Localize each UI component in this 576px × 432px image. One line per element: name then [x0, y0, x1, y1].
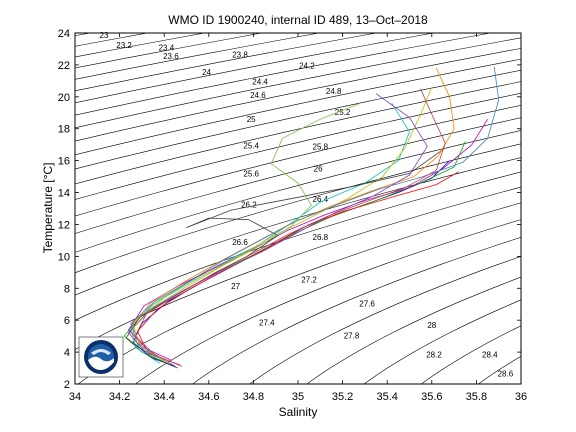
density-contour-line [363, 299, 521, 384]
density-contour-label: 25.8 [313, 142, 329, 151]
density-contour-label: 23.4 [159, 44, 175, 53]
density-contour-label: 26.2 [241, 201, 257, 210]
density-contour-labels: 23 23.2 23.423.6 23.8 24 24.2 24.4 24.6 24.8 25 25… [100, 31, 514, 379]
density-contour-line [75, 104, 521, 217]
density-contour-label: 25.6 [243, 169, 259, 178]
density-contour-label: 27.6 [359, 299, 375, 308]
density-contour-label: 28.4 [482, 351, 498, 360]
y-tick-label: 22 [58, 60, 70, 72]
density-contour-line [249, 256, 521, 384]
density-contour-label: 24.4 [252, 78, 268, 87]
density-contour-line [420, 325, 521, 384]
density-contour-label: 25 [247, 115, 256, 124]
density-contour-label: 24 [202, 68, 211, 77]
density-contour-label: 27.2 [301, 276, 317, 285]
y-tick-label: 12 [58, 219, 70, 231]
density-contour-label: 26 [314, 165, 323, 174]
density-contour-line [75, 48, 521, 142]
profile-lines [123, 66, 500, 369]
y-tick-label: 18 [58, 124, 70, 136]
density-contour-line [75, 33, 435, 104]
density-contour-line [134, 219, 521, 384]
density-contour-line [75, 117, 521, 234]
density-contour-line [75, 33, 493, 116]
density-contour-line [77, 202, 521, 384]
y-tick-label: 16 [58, 156, 70, 168]
y-tick-label: 20 [58, 92, 70, 104]
x-axis-ticks: 34 34.2 34.4 34.6 34.8 35 35.2 35.4 35.6 35.8 36 [69, 33, 527, 403]
y-tick-label: 24 [58, 28, 70, 40]
density-contour-label: 26.6 [232, 238, 248, 247]
y-tick-label: 2 [64, 379, 70, 391]
profile-line [123, 141, 466, 363]
density-contour-label: 23.8 [232, 51, 248, 60]
x-tick-label: 34.2 [109, 391, 130, 403]
density-contour-label: 26.8 [313, 233, 329, 242]
density-contour-line [75, 171, 521, 321]
profile-line [134, 88, 446, 367]
density-contour-label: 27.4 [259, 319, 275, 328]
profile-line [132, 87, 433, 358]
density-contour-line [75, 186, 521, 350]
profile-line [128, 93, 428, 366]
y-tick-label: 4 [64, 347, 70, 359]
density-contour-label: 24.2 [299, 62, 315, 71]
density-contour-label: 23.2 [116, 41, 132, 50]
density-contour-label: 23 [100, 31, 109, 40]
x-tick-label: 35 [292, 391, 304, 403]
density-contour-label: 28 [427, 321, 436, 330]
axes-background [75, 33, 521, 384]
x-tick-label: 35.2 [332, 391, 353, 403]
y-tick-label: 8 [64, 283, 70, 295]
density-contour-line [75, 33, 378, 92]
x-tick-label: 36 [515, 391, 527, 403]
x-axis-label: Salinity [279, 405, 318, 419]
x-tick-label: 34.4 [153, 391, 174, 403]
density-contour-label: 27 [231, 282, 240, 291]
density-contour-label: 28.2 [426, 351, 442, 360]
density-contour-line [75, 157, 521, 296]
density-contour-label: 25.2 [335, 108, 351, 117]
density-contour-line [75, 37, 521, 129]
density-contour-line [192, 236, 521, 384]
y-tick-label: 10 [58, 251, 70, 263]
x-tick-label: 34.6 [198, 391, 219, 403]
density-contour-label: 23.6 [163, 52, 179, 61]
x-tick-label: 35.4 [376, 391, 397, 403]
density-contour-label: 24.6 [250, 91, 266, 100]
density-contour-label: 28.6 [498, 370, 514, 379]
y-tick-label: 14 [58, 188, 70, 200]
density-contour-line [75, 58, 521, 156]
density-contour-label: 25.4 [243, 142, 259, 151]
noaa-logo [78, 336, 124, 378]
density-contour-line [306, 276, 521, 384]
chart-title: WMO ID 1900240, internal ID 489, 13–Oct–… [168, 13, 428, 27]
x-tick-label: 35.8 [466, 391, 487, 403]
profile-line [132, 102, 361, 364]
density-contour-label: 27.8 [344, 331, 360, 340]
density-contour-line [75, 69, 521, 170]
density-contours [75, 33, 521, 384]
density-contour-label: 24.8 [326, 87, 342, 96]
y-tick-label: 6 [64, 315, 70, 327]
x-tick-label: 34.8 [243, 391, 264, 403]
density-contour-line [75, 143, 521, 274]
density-contour-label: 26.4 [313, 195, 329, 204]
density-contour-line [75, 130, 521, 253]
x-tick-label: 34 [69, 391, 81, 403]
x-tick-label: 35.6 [421, 391, 442, 403]
y-axis-label: Temperature [°C] [41, 163, 55, 254]
